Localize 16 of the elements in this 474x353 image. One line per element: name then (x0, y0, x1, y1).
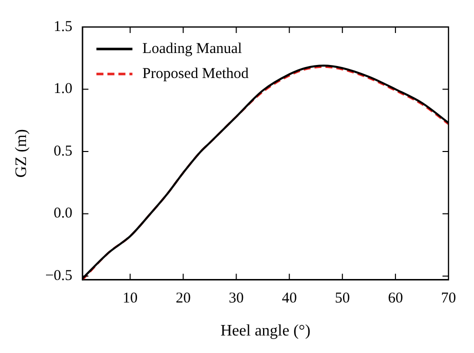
legend-label: Proposed Method (142, 66, 250, 82)
x-tick-label: 60 (388, 290, 403, 307)
y-axis-title: GZ (m) (12, 129, 30, 178)
y-tick-label: 1.0 (54, 81, 72, 98)
y-tick-label: 0.0 (54, 206, 72, 222)
x-tick-label: 50 (334, 290, 350, 307)
x-tick-label: 20 (176, 290, 191, 307)
y-tick-label: 0.5 (54, 143, 72, 160)
x-tick-label: 70 (441, 290, 456, 307)
x-tick-label: 30 (228, 290, 244, 307)
x-axis-title: Heel angle (°) (220, 322, 310, 340)
x-tick-label: 10 (122, 290, 138, 307)
x-tick-label: 40 (282, 290, 297, 307)
legend-label: Loading Manual (142, 40, 242, 57)
y-tick-label: 1.5 (54, 18, 72, 35)
y-tick-label: −0.5 (45, 268, 72, 284)
